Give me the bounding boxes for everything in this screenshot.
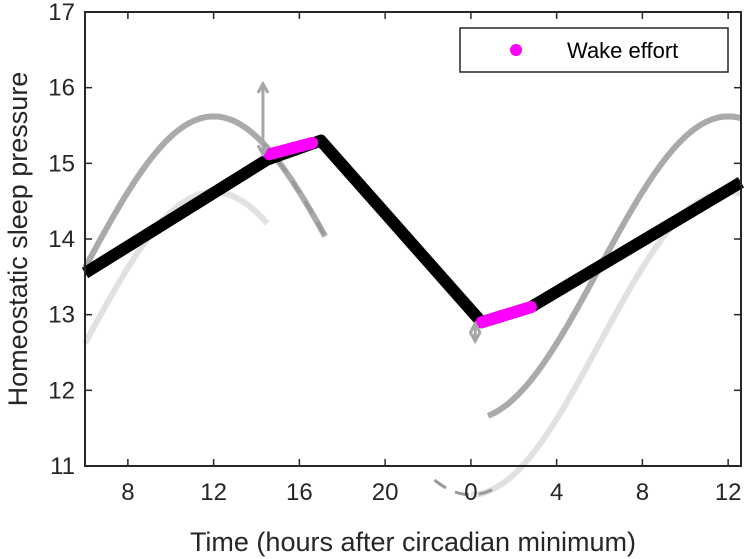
y-tick-label: 15 bbox=[48, 150, 75, 177]
upper-threshold-dashed bbox=[261, 141, 327, 238]
y-tick-label: 11 bbox=[50, 453, 75, 480]
y-axis-title: Homeostatic sleep pressure bbox=[3, 72, 33, 407]
x-axis-title: Time (hours after circadian minimum) bbox=[190, 527, 636, 557]
arrows-layer bbox=[256, 80, 482, 345]
sleep-pressure-line bbox=[81, 134, 745, 329]
double-arrow-1 bbox=[468, 320, 482, 345]
arrow-head-top bbox=[256, 80, 270, 94]
x-tick-label: 12 bbox=[715, 479, 742, 506]
arrow-head-bottom bbox=[256, 144, 270, 158]
legend-box bbox=[459, 27, 729, 73]
x-tick-label: 0 bbox=[464, 479, 477, 506]
y-tick-label: 17 bbox=[48, 0, 75, 26]
x-tick-label: 16 bbox=[286, 479, 313, 506]
y-tick-label: 14 bbox=[48, 226, 75, 253]
legend-marker-wake-effort bbox=[510, 44, 522, 56]
wake-effort-segment-0 bbox=[263, 136, 319, 161]
legend: Wake effort bbox=[459, 27, 729, 73]
double-arrow-0 bbox=[256, 80, 270, 158]
legend-label-wake-effort: Wake effort bbox=[567, 38, 678, 63]
x-tick-label: 20 bbox=[372, 479, 399, 506]
arrow-head-bottom bbox=[468, 331, 482, 345]
lower-threshold-line-0 bbox=[82, 189, 270, 345]
y-tick-label: 16 bbox=[48, 75, 75, 102]
arrow-head-top bbox=[468, 320, 482, 334]
upper-threshold-line-1 bbox=[486, 113, 742, 419]
y-tick-label: 12 bbox=[48, 377, 75, 404]
x-tick-label: 8 bbox=[636, 479, 649, 506]
x-tick-label: 8 bbox=[121, 479, 134, 506]
curves-layer bbox=[81, 113, 745, 498]
y-tick-label: 13 bbox=[48, 302, 75, 329]
wake-effort-segment-1 bbox=[475, 301, 537, 329]
x-tick-label: 4 bbox=[550, 479, 563, 506]
axis-ticks: 8 12 16 20 0 4 8 12 11 12 13 14 15 16 17 bbox=[48, 0, 741, 506]
lower-threshold-line-1 bbox=[470, 189, 742, 498]
x-tick-label: 12 bbox=[200, 479, 227, 506]
lower-threshold-dashed bbox=[433, 478, 500, 497]
